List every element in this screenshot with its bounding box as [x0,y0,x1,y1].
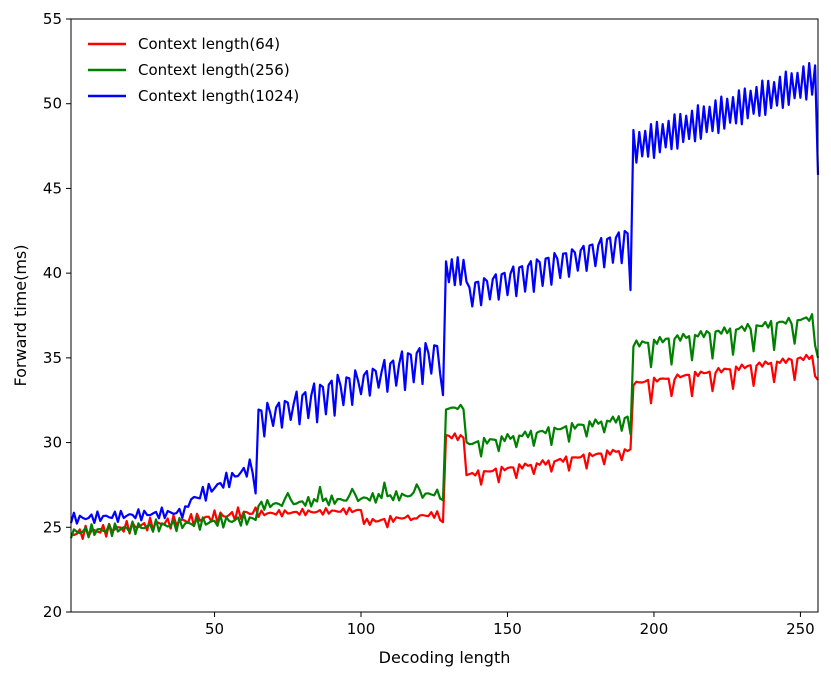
x-tick-label: 150 [493,620,522,638]
y-tick-label: 20 [43,603,62,621]
y-tick-label: 50 [43,95,62,113]
y-axis-label: Forward time(ms) [11,245,30,387]
x-tick-label: 50 [205,620,224,638]
y-tick-label: 35 [43,349,62,367]
axis-ticks: 50 100 150 200 250 20 25 30 35 40 45 50 55 [43,10,815,638]
y-tick-label: 30 [43,434,62,452]
series-line-3 [69,62,820,525]
plot-frame [70,18,819,613]
legend: Context length(64) Context length(256) Con… [88,35,299,105]
x-tick-label: 100 [347,620,376,638]
legend-label-3: Context length(1024) [138,87,299,105]
series-line-2 [69,313,820,539]
y-tick-label: 45 [43,179,62,197]
x-tick-label: 200 [640,620,669,638]
y-tick-label: 40 [43,264,62,282]
y-tick-label: 25 [43,518,62,536]
y-tick-label: 55 [43,10,62,28]
x-tick-label: 250 [786,620,815,638]
legend-label-2: Context length(256) [138,61,290,79]
x-axis-label: Decoding length [379,648,511,667]
series-lines [69,62,820,540]
legend-label-1: Context length(64) [138,35,280,53]
